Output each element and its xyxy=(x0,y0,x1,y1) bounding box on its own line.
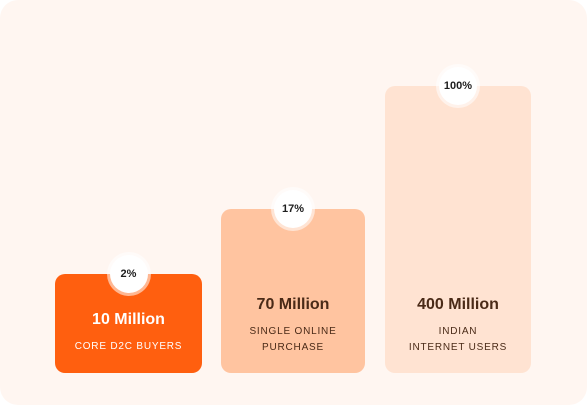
percent-badge: 100% xyxy=(439,67,477,105)
bar-value-label: 10 Million xyxy=(92,311,165,328)
percent-badge: 17% xyxy=(274,190,312,228)
bar-value-label: 70 Million xyxy=(256,296,330,313)
bar-category-label: CORE D2C BUYERS xyxy=(75,339,183,355)
bar-category-label: INDIAN INTERNET USERS xyxy=(409,324,507,356)
bar-value-label: 400 Million xyxy=(417,296,499,313)
bar-category-label-line: INTERNET USERS xyxy=(408,342,508,353)
bar-category-label-line: INDIAN xyxy=(438,326,478,337)
bar-2: 70 Million SINGLE ONLINE PURCHASE xyxy=(221,209,365,373)
bar-category-label: SINGLE ONLINE PURCHASE xyxy=(249,324,336,356)
bar-category-label-line: SINGLE ONLINE xyxy=(249,326,337,337)
bar-category-label-line: PURCHASE xyxy=(262,342,324,353)
bar-3: 400 Million INDIAN INTERNET USERS xyxy=(385,86,531,373)
bar-category-label-line: CORE D2C BUYERS xyxy=(74,341,183,352)
percent-badge: 2% xyxy=(109,255,148,293)
